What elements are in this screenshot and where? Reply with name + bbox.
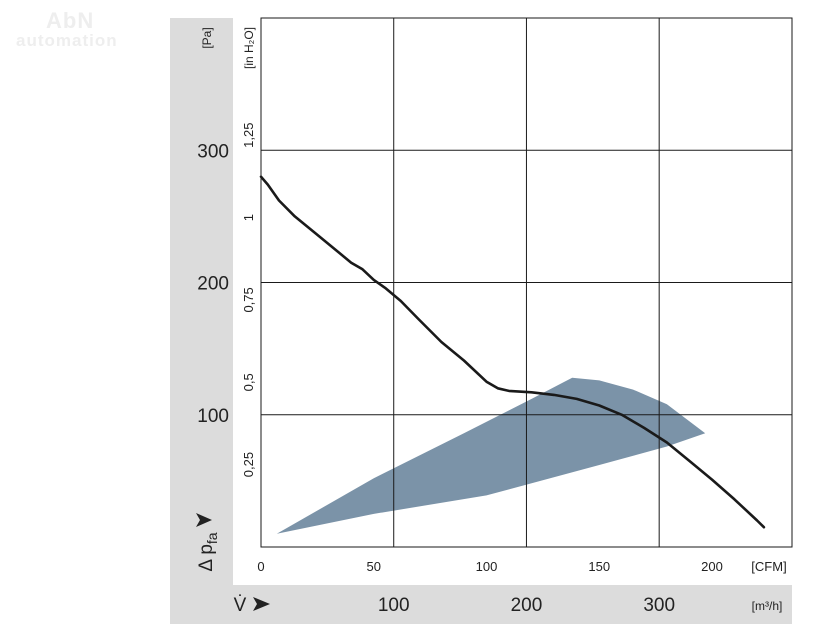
y-axis-title-main: Δ p [196,544,217,572]
watermark-logo: AbN [46,8,95,33]
x-axis-title: V̇ [234,595,247,616]
inh2o-tick-label: 1,25 [241,123,256,148]
pa-unit-label: [Pa] [200,27,214,48]
cfm-tick-label: 50 [367,559,381,574]
pa-tick-label: 300 [197,141,229,162]
m3h-tick-label: 200 [511,595,543,616]
cfm-tick-label: 200 [701,559,723,574]
pa-tick-label: 100 [197,406,229,427]
cfm-unit-label: [CFM] [751,559,786,574]
inh2o-tick-label: 1 [241,214,256,221]
inh2o-tick-label: 0,75 [241,287,256,312]
inh2o-tick-label: 0,25 [241,452,256,477]
m3h-unit-label: [m³/h] [752,599,783,613]
y-axis-title: Δ pfa [196,532,220,571]
cfm-tick-label: 0 [257,559,264,574]
operating-range-area [276,377,706,534]
pa-tick-label: 200 [197,274,229,295]
m3h-tick-label: 100 [378,595,410,616]
m3h-tick-label: 300 [643,595,675,616]
bottom-axis-band [170,585,792,624]
inh2o-unit-label: [in H₂O] [242,27,256,69]
inh2o-tick-label: 0,5 [241,373,256,391]
y-axis-title-subscript: fa [204,532,220,544]
cfm-tick-label: 100 [476,559,498,574]
watermark-text: automation [16,31,118,50]
y-axis-arrow-icon [196,513,212,527]
left-axis-band [170,18,233,585]
x-axis-arrow-icon [253,597,270,611]
fan-curve [259,175,766,529]
cfm-tick-label: 150 [588,559,610,574]
